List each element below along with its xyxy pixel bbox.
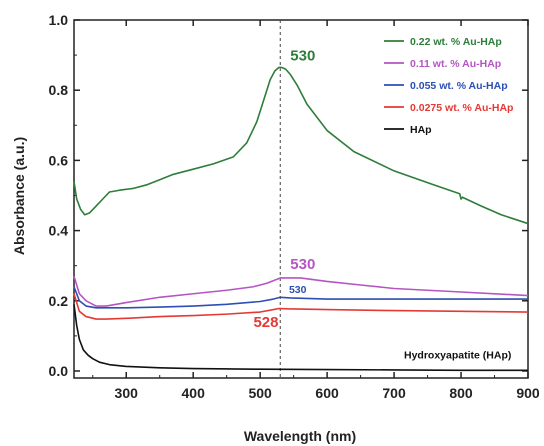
y-tick-label: 0.0: [49, 363, 69, 379]
annotation-label: 530: [290, 47, 315, 64]
annotation-label: 528: [253, 314, 278, 331]
x-axis-label: Wavelength (nm): [244, 428, 356, 444]
x-tick-label: 500: [248, 385, 272, 401]
plot-frame: [73, 19, 529, 379]
series-line-5: [73, 304, 528, 372]
y-tick-label: 0.8: [49, 82, 69, 98]
y-tick-label: 0.6: [49, 152, 69, 168]
series-line-3: [73, 286, 528, 309]
series-line-1: [73, 66, 529, 225]
series-lines: [73, 66, 529, 372]
x-tick-label: 700: [382, 385, 406, 401]
legend-entry: 0.11 wt. % Au-HAp: [410, 58, 501, 70]
x-tick-label: 300: [115, 385, 139, 401]
annotation-label: Hydroxyapatite (HAp): [404, 350, 511, 362]
legend: 0.22 wt. % Au-HAp 0.11 wt. % Au-HAp 0.055 …: [384, 36, 513, 136]
y-axis-label: Absorbance (a.u.): [11, 137, 27, 255]
y-tick-label: 1.0: [49, 12, 69, 28]
series-line-2: [73, 275, 529, 307]
y-tick-label: 0.2: [49, 293, 69, 309]
axes: 300 400 500 600 700 800 900 0.0 0.2 0.4 0.6 0.8 1.0: [49, 12, 540, 401]
legend-entry: 0.055 wt. % Au-HAp: [410, 80, 508, 92]
annotation-label: 530: [290, 256, 315, 273]
annotation-label: 530: [289, 284, 307, 296]
x-tick-label: 400: [182, 385, 206, 401]
x-tick-label: 800: [449, 385, 473, 401]
series-line-4: [73, 293, 529, 320]
legend-entry: HAp: [410, 124, 432, 136]
x-tick-label: 600: [315, 385, 339, 401]
annotations: 530 530 530 528 Hydroxyapatite (HAp): [253, 47, 511, 361]
x-tick-label: 900: [516, 385, 540, 401]
legend-entry: 0.22 wt. % Au-HAp: [410, 36, 502, 48]
legend-entry: 0.0275 wt. % Au-HAp: [410, 102, 513, 114]
y-tick-label: 0.4: [49, 223, 69, 239]
